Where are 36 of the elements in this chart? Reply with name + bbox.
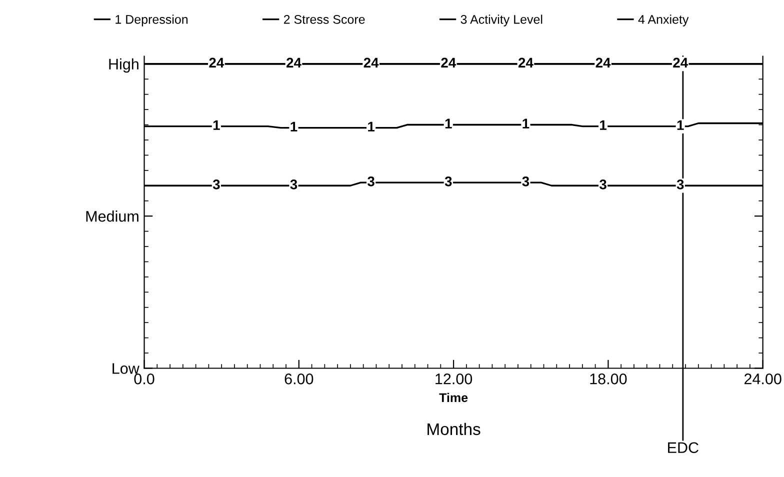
x-tick-label: 12.00 <box>436 374 472 384</box>
text: High <box>109 58 138 73</box>
annotation: 3 <box>290 180 298 190</box>
annotation: 24 <box>518 58 534 68</box>
legend-label: 3 Activity Level <box>460 14 542 26</box>
text: Medium <box>86 210 138 222</box>
text: Low <box>112 363 140 374</box>
text: Months <box>428 422 480 436</box>
x-tick-label: 24.00 <box>744 374 782 384</box>
annotation: 3 <box>444 176 452 186</box>
annotation: 3 <box>212 180 220 190</box>
x-tick-label: 18.00 <box>590 374 627 384</box>
annotation: 24 <box>673 58 688 68</box>
x-tick-label: 0.0 <box>134 374 154 384</box>
annotation: 1 <box>677 120 684 130</box>
annotation: 3 <box>599 180 606 190</box>
annotation: 24 <box>596 58 611 68</box>
ref-line-label: EDC <box>668 442 698 454</box>
legend-label: 4 Anxiety <box>638 14 689 26</box>
annotation: 3 <box>676 180 684 190</box>
x-axis-title: Time <box>439 392 468 402</box>
annotation: 24 <box>364 58 379 68</box>
legend-label: 2 Stress Score <box>284 14 365 24</box>
annotation: 24 <box>209 58 224 68</box>
legend-label: 1 Depression <box>116 14 188 26</box>
annotation: 24 <box>441 58 456 68</box>
annotation: 1 <box>600 120 607 130</box>
annotation: 1 <box>522 118 530 128</box>
x-tick-label: 6.00 <box>284 374 314 384</box>
annotation: 1 <box>368 122 375 132</box>
annotation: 1 <box>213 120 220 130</box>
annotation: 3 <box>522 176 530 186</box>
annotation: 1 <box>290 122 298 132</box>
annotation: 1 <box>445 118 452 128</box>
annotation: 3 <box>368 176 374 186</box>
annotation: 24 <box>286 58 302 68</box>
